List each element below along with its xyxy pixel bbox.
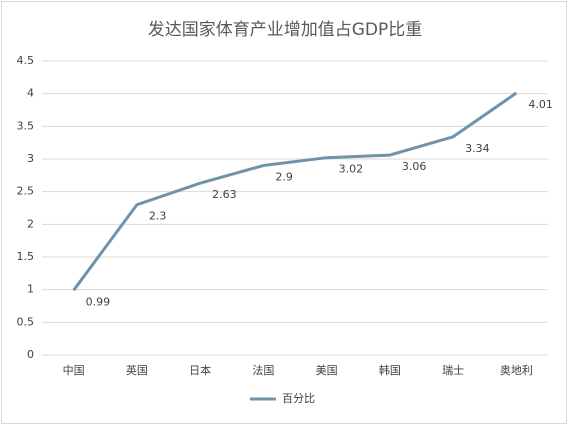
data-label: 3.06 — [402, 160, 427, 173]
x-tick-label: 英国 — [126, 363, 148, 377]
y-tick-label: 3 — [27, 152, 34, 165]
x-tick-label: 日本 — [189, 363, 211, 377]
x-tick-label: 法国 — [252, 363, 274, 377]
data-label: 3.34 — [465, 142, 490, 155]
x-tick-label: 中国 — [63, 364, 85, 377]
legend-label: 百分比 — [282, 392, 315, 405]
y-tick-label: 2.5 — [17, 185, 35, 198]
y-tick-label: 0 — [27, 348, 34, 361]
y-tick-label: 3.5 — [17, 119, 35, 132]
y-tick-label: 4.5 — [17, 54, 35, 67]
x-tick-label: 韩国 — [379, 363, 401, 377]
data-label: 2.63 — [212, 188, 237, 201]
y-tick-label: 1 — [27, 283, 34, 296]
data-label: 4.01 — [528, 98, 553, 111]
y-tick-label: 0.5 — [17, 315, 35, 328]
data-label: 3.02 — [339, 163, 364, 176]
line — [72, 91, 518, 292]
x-tick-label: 瑞士 — [442, 363, 464, 377]
data-label: 2.9 — [275, 171, 293, 184]
data-label: 2.3 — [149, 210, 167, 223]
x-tick-label: 奥地利 — [500, 363, 533, 377]
y-tick-label: 4 — [27, 87, 34, 100]
chart-title: 发达国家体育产业增加值占GDP比重 — [148, 20, 423, 40]
data-label: 0.99 — [86, 295, 111, 308]
y-tick-label: 1.5 — [17, 250, 35, 263]
x-tick-label: 美国 — [316, 364, 338, 377]
y-tick-label: 2 — [27, 217, 34, 230]
